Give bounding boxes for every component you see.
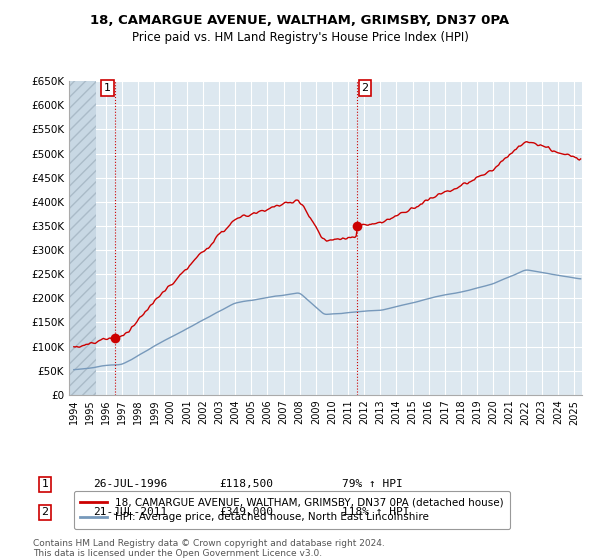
Text: 1: 1 [104, 83, 111, 93]
Text: 2: 2 [361, 83, 368, 93]
Text: Contains HM Land Registry data © Crown copyright and database right 2024.
This d: Contains HM Land Registry data © Crown c… [33, 539, 385, 558]
Text: £349,000: £349,000 [219, 507, 273, 517]
Text: 118% ↑ HPI: 118% ↑ HPI [342, 507, 409, 517]
Bar [69, 81, 97, 395]
Text: £118,500: £118,500 [219, 479, 273, 489]
Text: 1: 1 [41, 479, 49, 489]
Text: Price paid vs. HM Land Registry's House Price Index (HPI): Price paid vs. HM Land Registry's House … [131, 31, 469, 44]
Text: 2: 2 [41, 507, 49, 517]
Legend: 18, CAMARGUE AVENUE, WALTHAM, GRIMSBY, DN37 0PA (detached house), HPI: Average p: 18, CAMARGUE AVENUE, WALTHAM, GRIMSBY, D… [74, 491, 510, 529]
Text: 21-JUL-2011: 21-JUL-2011 [93, 507, 167, 517]
Text: 79% ↑ HPI: 79% ↑ HPI [342, 479, 403, 489]
Text: 18, CAMARGUE AVENUE, WALTHAM, GRIMSBY, DN37 0PA: 18, CAMARGUE AVENUE, WALTHAM, GRIMSBY, D… [91, 14, 509, 27]
Text: 26-JUL-1996: 26-JUL-1996 [93, 479, 167, 489]
